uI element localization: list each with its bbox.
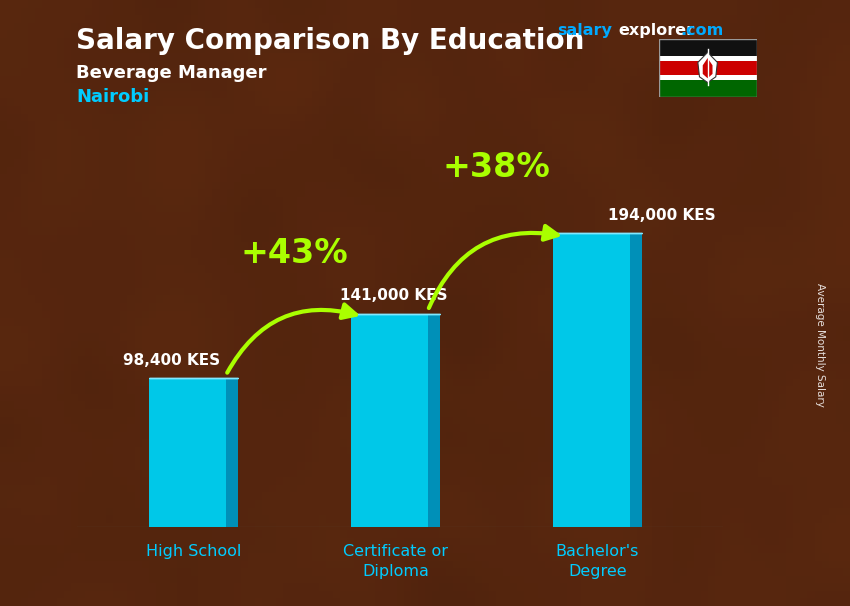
Text: .com: .com [680,23,723,38]
Bar [630,233,642,527]
Bar [659,76,756,80]
FancyArrowPatch shape [429,226,558,308]
Bar [659,78,756,97]
Bar [351,314,428,527]
Bar [226,378,238,527]
Text: Nairobi: Nairobi [76,88,150,106]
FancyArrowPatch shape [227,304,356,373]
Bar [659,59,756,78]
Text: 141,000 KES: 141,000 KES [340,288,447,303]
Bar [659,56,756,61]
Polygon shape [698,52,717,82]
Text: 194,000 KES: 194,000 KES [608,208,716,223]
Text: explorer: explorer [618,23,694,38]
Bar [428,314,440,527]
Text: Beverage Manager: Beverage Manager [76,64,267,82]
Text: Average Monthly Salary: Average Monthly Salary [815,284,825,407]
Bar [659,39,756,59]
Text: salary: salary [557,23,612,38]
Text: Salary Comparison By Education: Salary Comparison By Education [76,27,585,55]
Polygon shape [703,58,712,78]
Bar [150,378,226,527]
Text: +38%: +38% [443,152,550,184]
Text: +43%: +43% [241,237,348,270]
Bar [552,233,630,527]
Text: 98,400 KES: 98,400 KES [122,353,220,367]
